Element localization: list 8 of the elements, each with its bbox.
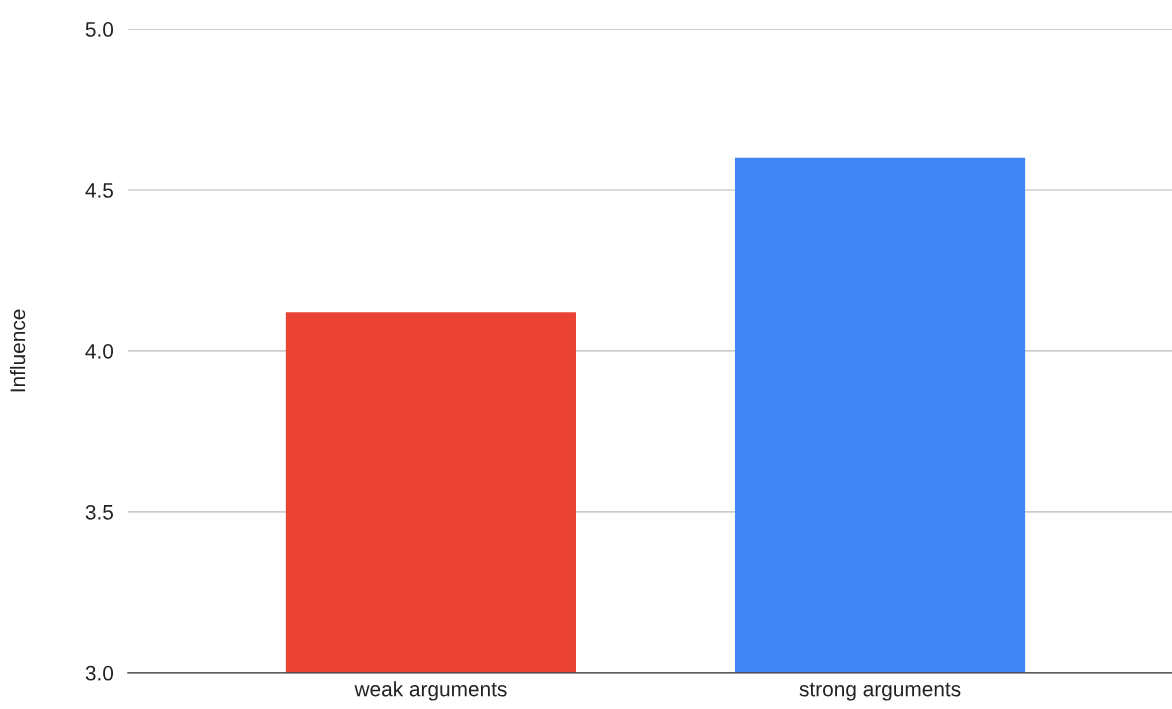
y-axis-title: Influence	[9, 309, 26, 392]
y-tick-label: 4.0	[85, 343, 114, 359]
y-tick-label: 3.5	[85, 504, 113, 520]
x-tick-label: strong arguments	[799, 682, 961, 701]
x-tick-label: weak arguments	[354, 681, 507, 701]
y-tick-label: 4.5	[85, 183, 113, 198]
y-tick-label: 5.0	[85, 22, 114, 37]
y-tick-label: 3.0	[85, 665, 114, 681]
